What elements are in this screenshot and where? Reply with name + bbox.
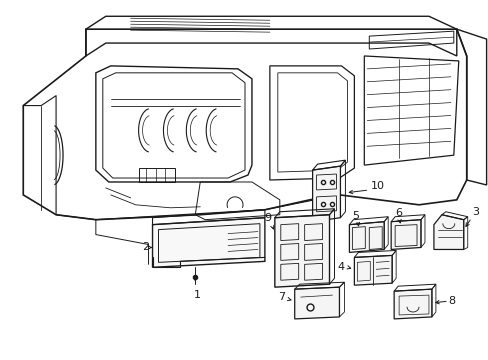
Polygon shape <box>390 220 420 249</box>
Polygon shape <box>349 222 384 252</box>
Polygon shape <box>152 218 264 267</box>
Text: 7: 7 <box>278 292 285 302</box>
Polygon shape <box>312 166 340 222</box>
Text: 3: 3 <box>471 207 478 217</box>
Text: 2: 2 <box>142 243 149 252</box>
Polygon shape <box>354 255 391 285</box>
Text: 8: 8 <box>447 296 454 306</box>
Text: 6: 6 <box>395 208 402 218</box>
Polygon shape <box>393 289 431 319</box>
Polygon shape <box>274 215 329 287</box>
Text: 10: 10 <box>370 181 385 191</box>
Polygon shape <box>433 215 463 249</box>
Text: 9: 9 <box>264 213 271 223</box>
Text: 1: 1 <box>193 290 201 300</box>
Polygon shape <box>294 287 339 319</box>
Text: 5: 5 <box>351 211 358 221</box>
Text: 4: 4 <box>337 262 345 272</box>
